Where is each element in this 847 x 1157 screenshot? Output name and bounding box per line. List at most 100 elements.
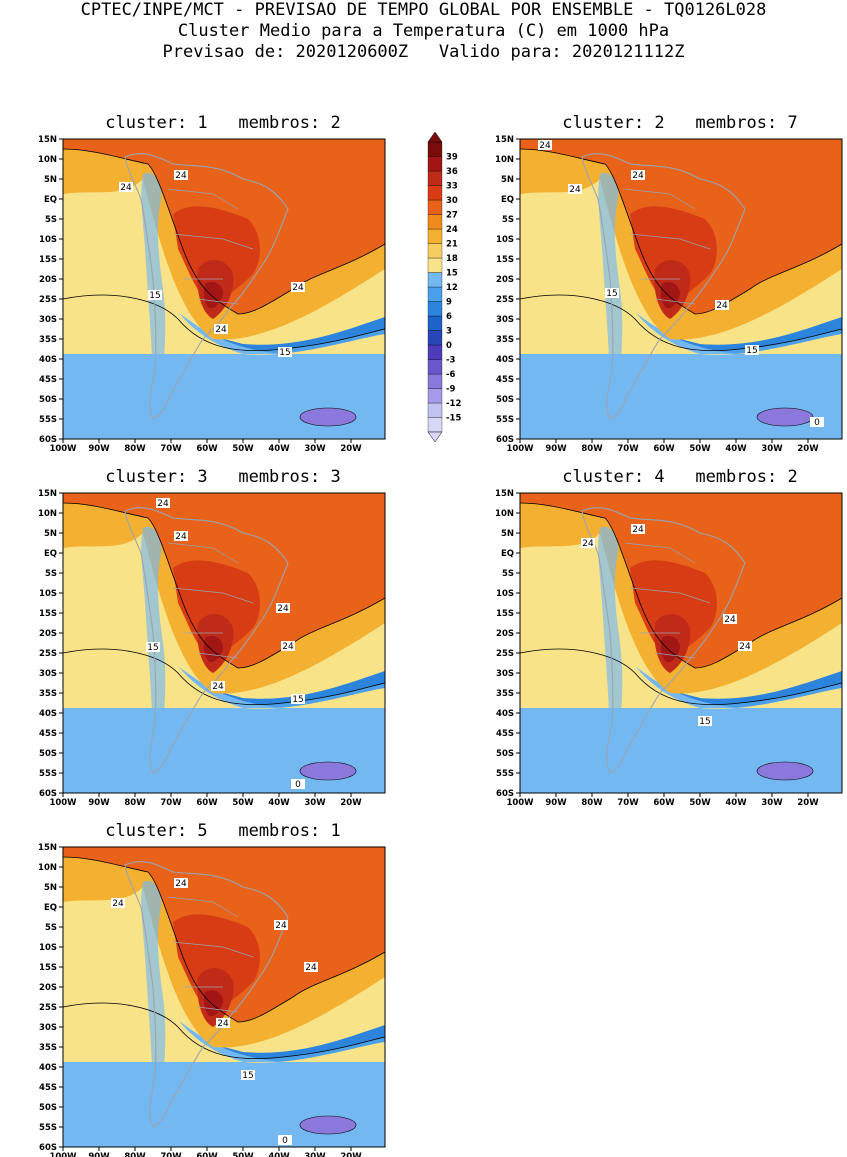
contour-15: [519, 648, 843, 706]
contour-label: 24: [175, 171, 187, 181]
lon-label: 100W: [49, 798, 77, 808]
lat-label: 20S: [39, 275, 57, 285]
lat-label: 5S: [45, 215, 57, 225]
lon-label: 70W: [617, 444, 639, 454]
colorbar-label: 6: [446, 312, 452, 322]
contour-label-bg: [291, 694, 305, 704]
lat-label: 15S: [39, 609, 57, 619]
map-svg: 15N 10N 5N EQ 5S 10S 15S 20S 25S 30S 35S 40S 45S 50S 5…: [495, 489, 843, 808]
coastline: [581, 153, 746, 420]
lon-label: 20W: [340, 1152, 362, 1157]
contour-label: 24: [292, 283, 304, 293]
lat-label: 5N: [44, 529, 57, 539]
colorbar-swatch: [427, 170, 443, 186]
colorbar-swatch: [427, 373, 443, 389]
lat-label: EQ: [44, 903, 57, 913]
lat-label: 10S: [39, 235, 57, 245]
lon-label: 30W: [304, 1152, 326, 1157]
lat-label: 40S: [496, 355, 514, 365]
lat-label: 40S: [39, 709, 57, 719]
contour-label: 15: [292, 695, 303, 705]
lon-label: 40W: [725, 444, 747, 454]
colorbar-swatch: [427, 228, 443, 244]
lat-label: 10S: [39, 943, 57, 953]
contour-label-bg: [278, 1135, 292, 1145]
lon-label: 20W: [797, 798, 819, 808]
coastline: [124, 861, 289, 1128]
country-borders: [624, 188, 711, 305]
lon-label: 90W: [88, 444, 110, 454]
cold-pocket: [756, 407, 814, 427]
contour-label-bg: [698, 716, 712, 726]
lat-label: 15N: [38, 135, 57, 145]
colorbar-label: 36: [446, 167, 458, 177]
lon-label: 80W: [581, 798, 603, 808]
contour-15: [62, 294, 386, 352]
colorbar-label: 24: [446, 225, 458, 235]
lat-label: 40S: [496, 709, 514, 719]
header-line-1: CPTEC/INPE/MCT - PREVISAO DE TEMPO GLOBA…: [80, 0, 767, 20]
contour-label: 24: [112, 899, 124, 909]
lon-label: 90W: [545, 444, 567, 454]
lat-label: 25S: [39, 649, 57, 659]
cluster-1-map: 15N 10N 5N EQ 5S 10S 15S 20S 25S 30S 35S 40S 45S 50S 5…: [38, 135, 386, 454]
lat-label: 15S: [39, 255, 57, 265]
lat-label: EQ: [501, 549, 514, 559]
country-borders: [167, 188, 254, 305]
contour-15: [519, 294, 843, 352]
contour-15: [62, 1002, 386, 1060]
lat-label: 35S: [39, 1043, 57, 1053]
lat-label: 10N: [495, 509, 514, 519]
colorbar-label: 33: [446, 182, 458, 192]
lat-label: EQ: [44, 195, 57, 205]
cold-pocket: [299, 1115, 357, 1135]
lat-label: 50S: [496, 395, 514, 405]
contour-15: [62, 648, 386, 706]
temperature-band: [173, 914, 260, 1012]
contour-label: 24: [212, 682, 224, 692]
lon-label: 50W: [689, 444, 711, 454]
contour-label: 15: [699, 717, 710, 727]
lon-label: 60W: [196, 798, 218, 808]
contour-label-bg: [111, 898, 125, 908]
lon-label: 80W: [124, 1152, 146, 1157]
lat-label: 55S: [39, 415, 57, 425]
lat-label: 25S: [39, 295, 57, 305]
contour-label-bg: [174, 531, 188, 541]
lon-label: 70W: [617, 798, 639, 808]
lat-label: 30S: [39, 315, 57, 325]
colorbar-label: -6: [446, 370, 456, 380]
coastline: [124, 153, 289, 420]
lat-label: 10S: [496, 589, 514, 599]
lon-label: 20W: [340, 444, 362, 454]
cold-pocket: [756, 761, 814, 781]
cluster-3-map: 15N 10N 5N EQ 5S 10S 15S 20S 25S 30S 35S 40S 45S 50S 5…: [38, 489, 386, 808]
lat-label: 25S: [496, 295, 514, 305]
colorbar-swatch: [427, 199, 443, 215]
lon-label: 40W: [268, 444, 290, 454]
contour-label-bg: [538, 140, 552, 150]
colorbar-swatch: [427, 330, 443, 346]
lon-label: 30W: [761, 798, 783, 808]
contour-label-bg: [723, 614, 737, 624]
lat-label: 60S: [496, 789, 514, 799]
country-borders: [624, 542, 711, 659]
contour-label: 24: [632, 171, 644, 181]
lon-label: 30W: [304, 798, 326, 808]
contour-label-bg: [214, 324, 228, 334]
temperature-band: [63, 959, 385, 1063]
colorbar-label: -9: [446, 385, 456, 395]
contour-24: [519, 138, 843, 315]
temperature-band: [520, 251, 842, 355]
lat-label: 50S: [496, 749, 514, 759]
contour-label-bg: [174, 878, 188, 888]
colorbar-swatch: [427, 417, 443, 433]
contour-label: 0: [814, 418, 820, 428]
lat-label: 35S: [496, 335, 514, 345]
contour-24: [62, 846, 386, 1023]
colorbar-swatch: [427, 272, 443, 288]
contour-label: 24: [217, 1019, 229, 1029]
lon-label: 60W: [653, 798, 675, 808]
contour-label-bg: [631, 170, 645, 180]
lat-label: 60S: [496, 435, 514, 445]
